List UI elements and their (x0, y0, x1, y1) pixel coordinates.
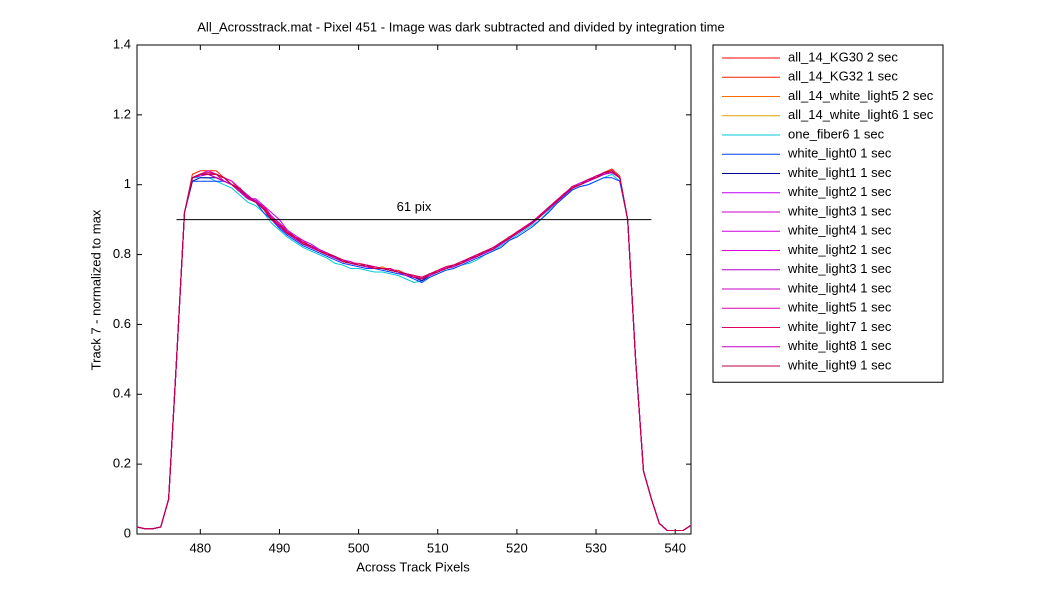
y-tick-label: 1.4 (113, 36, 131, 51)
x-axis-label: Across Track Pixels (356, 559, 470, 574)
legend-label: white_light4 1 sec (787, 280, 892, 295)
y-tick-label: 0.8 (113, 246, 131, 261)
y-tick-label: 0.6 (113, 316, 131, 331)
y-tick-label: 0.2 (113, 456, 131, 471)
legend-label: white_light2 1 sec (787, 184, 892, 199)
x-tick-label: 510 (427, 540, 449, 555)
legend-label: all_14_white_light5 2 sec (788, 88, 934, 103)
x-tick-label: 530 (585, 540, 607, 555)
legend-label: all_14_KG30 2 sec (788, 49, 898, 64)
legend-label: white_light1 1 sec (787, 165, 892, 180)
y-tick-label: 1 (124, 176, 131, 191)
x-tick-label: 540 (664, 540, 686, 555)
x-tick-label: 480 (189, 540, 211, 555)
y-axis-label: Track 7 - normalized to max (88, 209, 103, 370)
y-tick-label: 0.4 (113, 386, 131, 401)
legend-label: all_14_KG32 1 sec (788, 69, 898, 84)
legend-label: white_light8 1 sec (787, 338, 892, 353)
x-tick-label: 520 (506, 540, 528, 555)
series-line (136, 170, 692, 532)
reference-label: 61 pix (397, 199, 432, 214)
y-tick-label: 0 (124, 525, 131, 540)
chart-title: All_Acrosstrack.mat - Pixel 451 - Image … (197, 19, 724, 34)
legend-label: white_light0 1 sec (787, 146, 892, 161)
legend-label: white_light7 1 sec (787, 319, 892, 334)
legend-label: white_light9 1 sec (787, 357, 892, 372)
legend-label: white_light4 1 sec (787, 223, 892, 238)
x-tick-label: 490 (269, 540, 291, 555)
legend-label: white_light3 1 sec (787, 261, 892, 276)
legend-label: one_fiber6 1 sec (788, 126, 885, 141)
legend-box (712, 44, 944, 383)
legend-label: white_light2 1 sec (787, 242, 892, 257)
legend-label: all_14_white_light6 1 sec (788, 107, 934, 122)
plot-frame (136, 44, 692, 535)
legend-label: white_light5 1 sec (787, 300, 892, 315)
x-tick-label: 500 (348, 540, 370, 555)
y-tick-label: 1.2 (113, 106, 131, 121)
legend-label: white_light3 1 sec (787, 203, 892, 218)
